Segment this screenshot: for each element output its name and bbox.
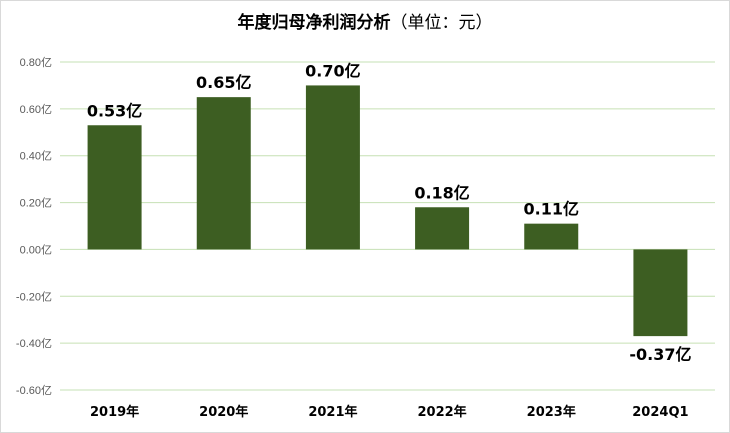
y-tick-label: -0.40亿: [16, 337, 52, 350]
y-tick-label: 0.00亿: [20, 243, 52, 256]
gridlines: [60, 61, 715, 391]
x-tick-label: 2024Q1: [632, 405, 688, 420]
x-tick-label: 2022年: [417, 404, 466, 420]
bar: [305, 85, 360, 250]
y-tick-label: 0.80亿: [20, 56, 52, 69]
bar: [633, 249, 688, 337]
x-axis-ticks: 2019年 2020年 2021年 2022年 2023年 2024Q1: [90, 404, 689, 420]
x-tick-label: 2023年: [527, 404, 576, 420]
bar: [196, 97, 251, 250]
data-label: 0.18亿: [414, 183, 469, 202]
data-labels: 0.53亿 0.65亿 0.70亿 0.18亿 0.11亿 -0.37亿: [87, 61, 692, 364]
data-label: -0.37亿: [629, 345, 691, 364]
bar: [415, 207, 470, 250]
x-tick-label: 2021年: [308, 404, 357, 420]
y-axis-ticks: 0.80亿 0.60亿 0.40亿 0.20亿 0.00亿 -0.20亿 -0.40亿 -0.…: [16, 56, 52, 397]
y-tick-label: -0.60亿: [16, 384, 52, 397]
bar: [87, 125, 142, 250]
data-label: 0.65亿: [196, 73, 251, 92]
x-tick-label: 2020年: [199, 404, 248, 420]
chart-title-main: 年度归母净利润分析: [237, 13, 391, 33]
y-tick-label: -0.20亿: [16, 290, 52, 303]
bar: [524, 223, 579, 250]
chart-title-unit: （单位：元）: [390, 13, 493, 33]
x-tick-label: 2019年: [90, 404, 139, 420]
data-label: 0.11亿: [524, 200, 579, 219]
y-tick-label: 0.40亿: [20, 150, 52, 163]
data-label: 0.53亿: [87, 101, 142, 120]
y-tick-label: 0.60亿: [20, 103, 52, 116]
data-label: 0.70亿: [305, 61, 360, 80]
y-tick-label: 0.20亿: [20, 197, 52, 210]
bars: [87, 85, 688, 337]
chart-title: 年度归母净利润分析（单位：元）: [0, 8, 730, 33]
